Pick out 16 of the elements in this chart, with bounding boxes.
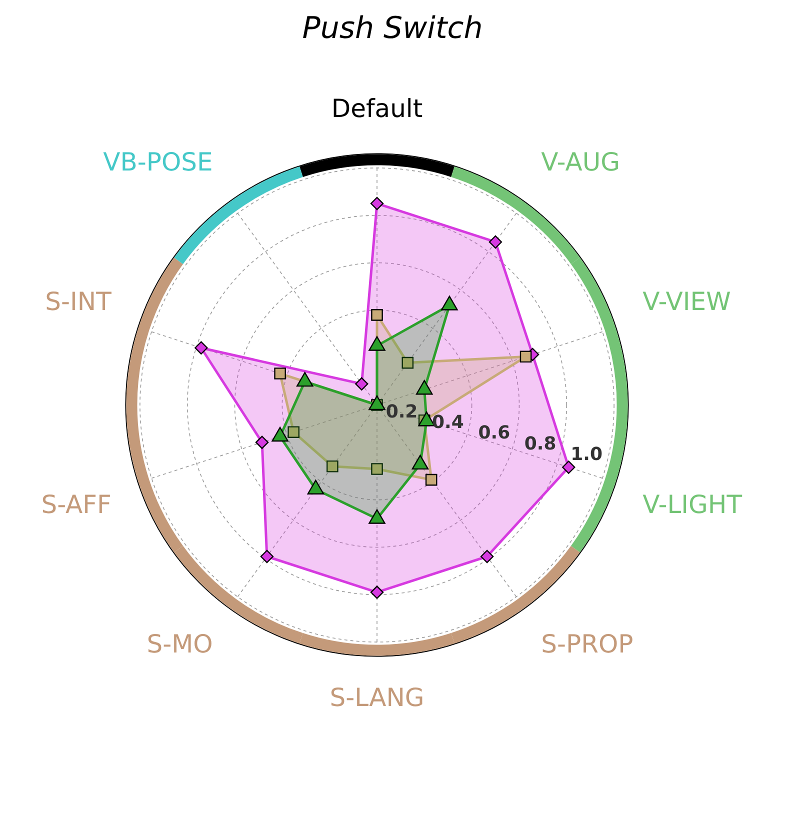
y-tick-label: 1.0 bbox=[570, 444, 602, 466]
y-tick-label: 0.2 bbox=[386, 401, 418, 422]
spoke-label: S-MO bbox=[146, 629, 213, 658]
spoke-label: V-LIGHT bbox=[642, 490, 743, 519]
spoke-label: V-AUG bbox=[541, 148, 620, 177]
spoke-label: S-LANG bbox=[330, 682, 424, 712]
y-tick-label: 0.8 bbox=[524, 433, 556, 454]
spoke-label: Default bbox=[331, 94, 423, 124]
spoke-label: S-INT bbox=[45, 287, 112, 316]
y-tick-label: 0.4 bbox=[432, 412, 464, 434]
spoke-label: VB-POSE bbox=[103, 148, 213, 177]
y-tick-label: 0.6 bbox=[478, 422, 510, 444]
chart-title: Push Switch bbox=[302, 10, 483, 46]
spoke-label: S-PROP bbox=[541, 629, 634, 658]
spoke-label: V-VIEW bbox=[642, 287, 731, 316]
spoke-label: S-AFF bbox=[41, 490, 112, 519]
